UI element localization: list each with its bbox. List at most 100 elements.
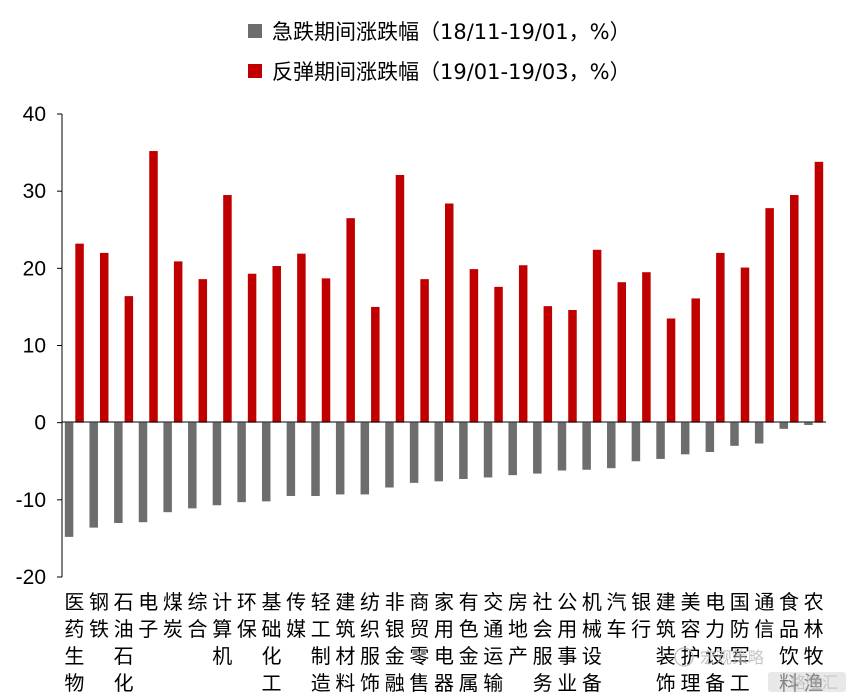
bar-falling xyxy=(188,422,197,509)
x-tick-label-char: 通 xyxy=(483,617,503,641)
bar-falling xyxy=(508,422,517,476)
x-tick-label-char: 农 xyxy=(804,590,824,614)
x-tick-label-char: 铁 xyxy=(89,617,109,641)
bar-falling xyxy=(409,422,419,483)
legend-label-rebound: 反弹期间涨跌幅（19/01-19/03，%） xyxy=(272,60,631,84)
x-tick-label-char: 保 xyxy=(237,617,257,641)
x-tick-label-char: 银 xyxy=(631,590,651,614)
bar-falling xyxy=(804,422,813,425)
x-tick-label-char: 务 xyxy=(533,671,553,695)
y-axis-ticks: 40 30 20 10 0 -10 -20 xyxy=(16,103,62,589)
x-tick-label-char: 售 xyxy=(409,671,429,695)
x-tick-label: 煤炭 xyxy=(163,590,183,641)
x-tick-label-char: 会 xyxy=(533,617,553,641)
x-tick-label-char: 医 xyxy=(64,590,84,614)
x-tick-label-char: 林 xyxy=(804,617,824,641)
bar-falling xyxy=(582,422,591,470)
x-tick-label-char: 饰 xyxy=(360,671,380,695)
x-tick-label-char: 色 xyxy=(459,617,479,641)
x-tick-label-char: 行 xyxy=(631,617,651,641)
bar-rebound xyxy=(568,310,577,423)
x-tick-label-char: 料 xyxy=(335,671,355,695)
x-axis-labels: 医药生物钢铁石油石化电子煤炭综合计算机环保基础化工传媒轻工制造建筑材料纺织服饰非… xyxy=(64,590,823,695)
x-tick-label-char: 石 xyxy=(114,590,134,614)
bar-rebound xyxy=(247,273,257,423)
bar-falling xyxy=(533,422,542,474)
x-tick-label: 传媒 xyxy=(286,590,306,641)
bar-rebound xyxy=(75,243,84,423)
bar-rebound xyxy=(494,286,503,423)
y-tick-label: 30 xyxy=(23,180,46,203)
bar-falling xyxy=(163,422,172,513)
x-tick-label-char: 融 xyxy=(385,671,405,695)
x-tick-label-char: 零 xyxy=(409,644,429,668)
x-tick-label-char: 电 xyxy=(434,644,454,668)
x-tick-label-char: 电 xyxy=(705,590,725,614)
x-tick-label-char: 传 xyxy=(286,590,306,614)
x-tick-label-char: 材 xyxy=(335,644,355,668)
x-tick-label-char: 机 xyxy=(582,590,602,614)
bar-falling xyxy=(434,422,443,482)
x-tick-label-char: 牧 xyxy=(804,644,824,668)
bar-rebound xyxy=(642,272,651,423)
x-tick-label-char: 国 xyxy=(730,590,750,614)
x-tick-label-char: 社 xyxy=(533,590,553,614)
bar-falling xyxy=(237,422,246,503)
x-tick-label-char: 通 xyxy=(754,590,774,614)
bar-rebound xyxy=(149,151,158,423)
x-tick-label-char: 生 xyxy=(64,644,84,668)
x-tick-label-char: 造 xyxy=(311,671,331,695)
bar-rebound xyxy=(740,267,750,423)
bar-rebound xyxy=(321,278,331,423)
x-tick-label-char: 炭 xyxy=(163,617,183,641)
x-tick-label-char: 家 xyxy=(434,590,454,614)
bar-falling xyxy=(483,422,493,478)
y-tick-label: 0 xyxy=(34,412,46,435)
x-tick-label-char: 服 xyxy=(533,644,553,668)
bar-rebound xyxy=(469,269,479,423)
x-tick-label-char: 用 xyxy=(557,617,577,641)
bar-falling xyxy=(261,422,271,502)
bar-falling xyxy=(631,422,641,462)
bar-falling xyxy=(335,422,345,495)
bar-rebound xyxy=(518,265,528,423)
x-tick-label: 钢铁 xyxy=(89,590,109,641)
bar-rebound xyxy=(666,318,676,423)
legend-swatch-rebound xyxy=(248,64,262,78)
x-tick-label-char: 媒 xyxy=(286,617,306,641)
x-tick-label-char: 装 xyxy=(656,644,676,668)
bar-rebound xyxy=(223,195,232,423)
x-tick-label-char: 综 xyxy=(188,590,208,614)
x-tick-label-char: 合 xyxy=(188,617,208,641)
x-tick-label: 银行 xyxy=(631,590,651,641)
bar-falling xyxy=(680,422,690,455)
x-tick-label-char: 轻 xyxy=(311,590,331,614)
bar-falling xyxy=(89,422,98,528)
bar-rebound xyxy=(814,161,824,423)
y-tick-label: 10 xyxy=(23,335,46,358)
bar-rebound xyxy=(198,279,208,423)
x-tick-label-char: 础 xyxy=(261,617,281,641)
bar-falling xyxy=(754,422,764,444)
x-tick-label: 房地产 xyxy=(508,590,528,668)
bar-falling xyxy=(212,422,222,506)
bar-rebound xyxy=(592,249,602,423)
x-tick-label-char: 机 xyxy=(212,644,232,668)
x-tick-label: 综合 xyxy=(188,590,208,641)
x-tick-label-char: 金 xyxy=(385,644,405,668)
bar-falling xyxy=(557,422,567,471)
bar-rebound xyxy=(346,218,355,423)
x-tick-label-char: 电 xyxy=(138,590,158,614)
x-tick-label-char: 设 xyxy=(705,644,725,668)
x-tick-label-char: 饮 xyxy=(779,644,799,668)
x-tick-label-char: 备 xyxy=(582,671,602,695)
